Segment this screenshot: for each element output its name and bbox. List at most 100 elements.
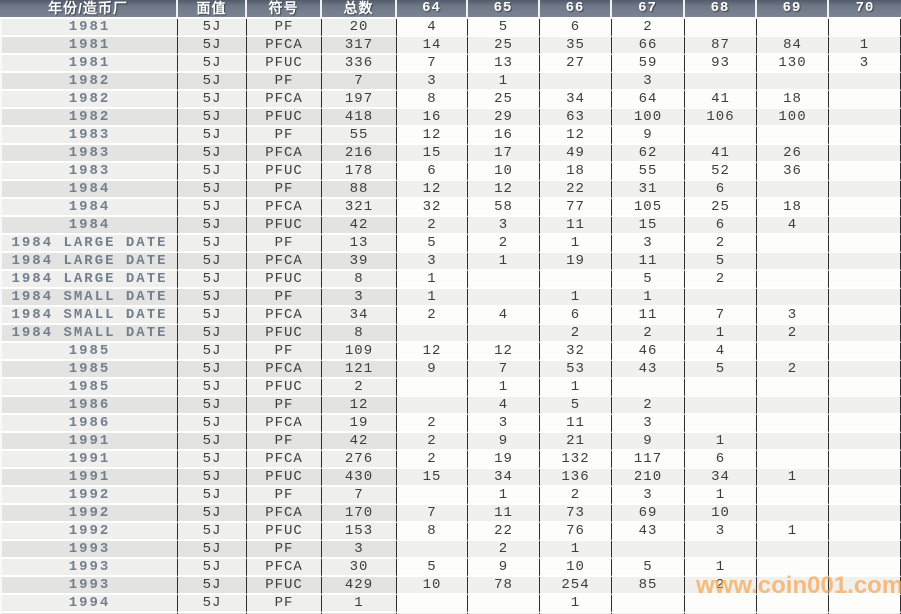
column-header-grade-66: 66	[540, 0, 612, 19]
grade-70-cell	[829, 217, 901, 235]
total-cell: 3	[322, 289, 397, 307]
grade-64-cell: 15	[397, 145, 468, 163]
year-cell: 1986	[0, 397, 178, 415]
grade-68-cell: 5	[685, 361, 757, 379]
year-cell: 1993	[0, 577, 178, 595]
grade-64-cell: 32	[397, 199, 468, 217]
grade-67-cell: 66	[612, 37, 685, 55]
table-row: 1983 5J PFCA 216 15 17 49 62 41 26	[0, 145, 901, 163]
table-row: 1981 5J PF 20 4 5 6 2	[0, 19, 901, 37]
symbol-cell: PFCA	[247, 361, 322, 379]
grade-69-cell	[757, 379, 829, 397]
table-row: 1985 5J PFUC 2 1 1	[0, 379, 901, 397]
grade-67-cell: 3	[612, 487, 685, 505]
symbol-cell: PF	[247, 73, 322, 91]
grade-67-cell: 9	[612, 127, 685, 145]
grade-70-cell	[829, 469, 901, 487]
grade-67-cell: 9	[612, 433, 685, 451]
table-row: 1983 5J PF 55 12 16 12 9	[0, 127, 901, 145]
grade-65-cell: 25	[468, 37, 540, 55]
grade-64-cell: 10	[397, 577, 468, 595]
grade-70-cell	[829, 595, 901, 613]
grade-68-cell: 6	[685, 181, 757, 199]
grade-65-cell: 3	[468, 415, 540, 433]
symbol-cell: PF	[247, 487, 322, 505]
grade-65-cell	[468, 325, 540, 343]
denomination-cell: 5J	[178, 91, 247, 109]
grade-70-cell	[829, 541, 901, 559]
denomination-cell: 5J	[178, 127, 247, 145]
symbol-cell: PFUC	[247, 577, 322, 595]
table-row: 1984 LARGE DATE 5J PFUC 8 1 5 2	[0, 271, 901, 289]
grade-64-cell: 6	[397, 163, 468, 181]
denomination-cell: 5J	[178, 559, 247, 577]
grade-69-cell	[757, 253, 829, 271]
symbol-cell: PFUC	[247, 469, 322, 487]
grade-65-cell	[468, 595, 540, 613]
grade-69-cell	[757, 487, 829, 505]
total-cell: 34	[322, 307, 397, 325]
symbol-cell: PF	[247, 433, 322, 451]
grade-67-cell: 11	[612, 307, 685, 325]
grade-66-cell: 6	[540, 307, 612, 325]
grade-70-cell	[829, 505, 901, 523]
grade-64-cell: 16	[397, 109, 468, 127]
grade-66-cell: 19	[540, 253, 612, 271]
grade-65-cell: 9	[468, 559, 540, 577]
grade-65-cell: 78	[468, 577, 540, 595]
grade-70-cell	[829, 307, 901, 325]
grade-66-cell: 1	[540, 541, 612, 559]
table-row: 1994 5J PF 1 1	[0, 595, 901, 613]
grade-69-cell: 36	[757, 163, 829, 181]
grade-68-cell	[685, 19, 757, 37]
year-cell: 1991	[0, 433, 178, 451]
denomination-cell: 5J	[178, 37, 247, 55]
grade-64-cell: 2	[397, 451, 468, 469]
total-cell: 13	[322, 235, 397, 253]
table-row: 1992 5J PFCA 170 7 11 73 69 10	[0, 505, 901, 523]
grade-66-cell: 35	[540, 37, 612, 55]
grade-70-cell	[829, 559, 901, 577]
grade-65-cell: 2	[468, 235, 540, 253]
grade-67-cell: 31	[612, 181, 685, 199]
grade-70-cell	[829, 181, 901, 199]
grade-64-cell	[397, 595, 468, 613]
grade-67-cell: 3	[612, 415, 685, 433]
denomination-cell: 5J	[178, 145, 247, 163]
total-cell: 178	[322, 163, 397, 181]
total-cell: 197	[322, 91, 397, 109]
symbol-cell: PFCA	[247, 307, 322, 325]
grade-70-cell	[829, 397, 901, 415]
grade-66-cell: 32	[540, 343, 612, 361]
grade-70-cell	[829, 91, 901, 109]
grade-68-cell: 2	[685, 271, 757, 289]
table-row: 1982 5J PFCA 197 8 25 34 64 41 18	[0, 91, 901, 109]
grade-64-cell: 5	[397, 235, 468, 253]
column-header-grade-68: 68	[685, 0, 757, 19]
table-row: 1984 5J PFUC 42 2 3 11 15 6 4	[0, 217, 901, 235]
year-cell: 1984 SMALL DATE	[0, 307, 178, 325]
table-row: 1993 5J PFUC 429 10 78 254 85 2	[0, 577, 901, 595]
denomination-cell: 5J	[178, 181, 247, 199]
grade-68-cell: 3	[685, 523, 757, 541]
grade-68-cell: 41	[685, 145, 757, 163]
total-cell: 19	[322, 415, 397, 433]
total-cell: 39	[322, 253, 397, 271]
grade-69-cell	[757, 181, 829, 199]
symbol-cell: PFCA	[247, 415, 322, 433]
grade-66-cell: 76	[540, 523, 612, 541]
grade-64-cell: 2	[397, 307, 468, 325]
year-cell: 1984	[0, 217, 178, 235]
grade-70-cell: 3	[829, 55, 901, 73]
grade-69-cell: 18	[757, 91, 829, 109]
symbol-cell: PFUC	[247, 271, 322, 289]
total-cell: 88	[322, 181, 397, 199]
grade-65-cell: 1	[468, 379, 540, 397]
grade-67-cell: 59	[612, 55, 685, 73]
year-cell: 1985	[0, 361, 178, 379]
total-cell: 170	[322, 505, 397, 523]
denomination-cell: 5J	[178, 415, 247, 433]
grade-64-cell: 12	[397, 181, 468, 199]
symbol-cell: PFCA	[247, 505, 322, 523]
denomination-cell: 5J	[178, 451, 247, 469]
